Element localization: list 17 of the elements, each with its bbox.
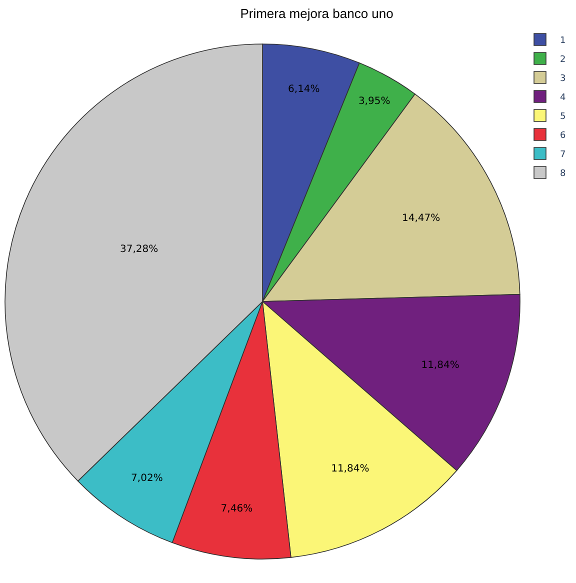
- data-label: 6,14%: [288, 84, 320, 95]
- data-label: 11,84%: [331, 463, 370, 474]
- legend-label: 5: [560, 112, 566, 122]
- legend-label: 4: [560, 93, 566, 104]
- data-label: 7,46%: [220, 503, 253, 514]
- data-label: 7,02%: [131, 472, 163, 484]
- legend-label: 1: [560, 36, 566, 46]
- legend-label: 7: [560, 150, 566, 160]
- legend-label: 2: [560, 55, 566, 66]
- data-label: 37,28%: [120, 244, 158, 255]
- chart-title: Primera mejora banco uno: [240, 6, 394, 21]
- data-label: 3,95%: [358, 96, 390, 108]
- legend-label: 3: [560, 74, 566, 84]
- data-label: 14,47%: [402, 213, 440, 224]
- legend-label: 6: [560, 131, 566, 142]
- data-label: 11,84%: [421, 360, 460, 371]
- legend-label: 8: [560, 169, 566, 180]
